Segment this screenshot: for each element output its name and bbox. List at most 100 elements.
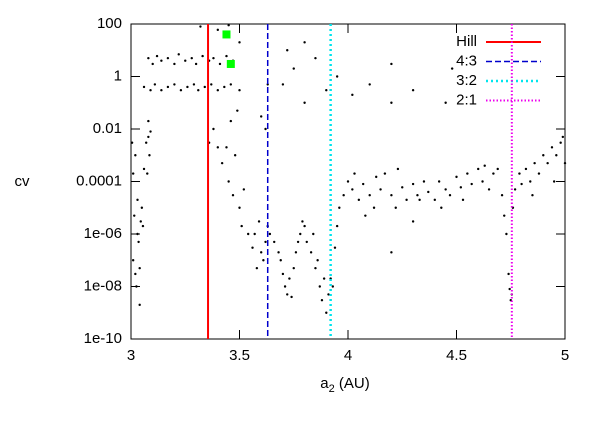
point [260,251,263,254]
highlight-point [222,30,231,39]
y-tick-label: 1e-10 [84,330,122,347]
point [227,180,230,183]
point [192,83,196,86]
point [390,62,393,66]
point [461,198,465,202]
point [487,188,491,191]
point [325,311,328,314]
point [166,85,170,89]
point [229,119,233,123]
point [411,89,415,92]
point [227,24,230,27]
x-tick-label: 4 [344,347,352,364]
point [309,251,313,254]
legend-label: 2:1 [456,91,477,108]
point [368,194,371,197]
point [351,93,354,97]
point [390,101,393,104]
point [379,188,382,191]
point [296,240,300,244]
point [444,101,447,104]
point [238,89,241,92]
point [450,67,454,70]
point [477,167,480,171]
point [251,246,254,249]
point [492,172,495,175]
point [148,154,151,157]
point [144,141,148,144]
point [268,232,272,236]
point [218,62,222,66]
point [331,285,335,288]
point [283,285,287,288]
point [483,164,486,167]
point [190,56,193,60]
point [160,89,163,92]
point [422,180,426,183]
point [542,154,545,157]
point [459,186,463,189]
point [236,109,239,112]
point [500,194,504,197]
point [136,232,139,236]
point [416,194,419,197]
point [513,188,517,191]
point [264,240,267,244]
point [364,214,367,217]
point [288,277,291,280]
point [390,194,393,197]
point [216,28,219,32]
point [299,232,302,236]
point [320,299,324,302]
point [177,53,180,56]
point [290,295,293,299]
point [184,59,187,62]
point [335,224,339,228]
point [375,175,378,179]
point [383,172,387,175]
point [481,180,484,183]
point [160,59,163,62]
point [294,251,298,254]
point [546,161,549,165]
point [257,220,261,223]
point [327,293,330,296]
point [151,62,154,66]
point [242,188,246,191]
point [220,161,224,165]
point [303,101,306,104]
point [524,167,528,171]
point [322,277,326,280]
point [240,224,243,228]
point [136,198,139,202]
point [520,182,523,186]
point [134,154,137,157]
point [507,272,510,276]
point [137,240,140,244]
point [197,89,200,92]
point [563,161,567,165]
point [194,62,198,66]
point [318,285,321,288]
point [338,206,341,209]
point [470,182,473,186]
point [503,214,506,217]
point [292,67,295,70]
point [233,154,237,157]
point [173,83,176,86]
point [312,232,315,236]
point [149,89,152,92]
point [186,85,189,89]
point [518,172,521,175]
point [555,154,558,157]
point [286,293,289,296]
x-tick-label: 4.5 [446,347,467,364]
point [335,75,339,78]
point [231,194,235,197]
point [333,246,337,249]
point [201,54,204,58]
point [264,127,267,131]
point [173,62,176,66]
